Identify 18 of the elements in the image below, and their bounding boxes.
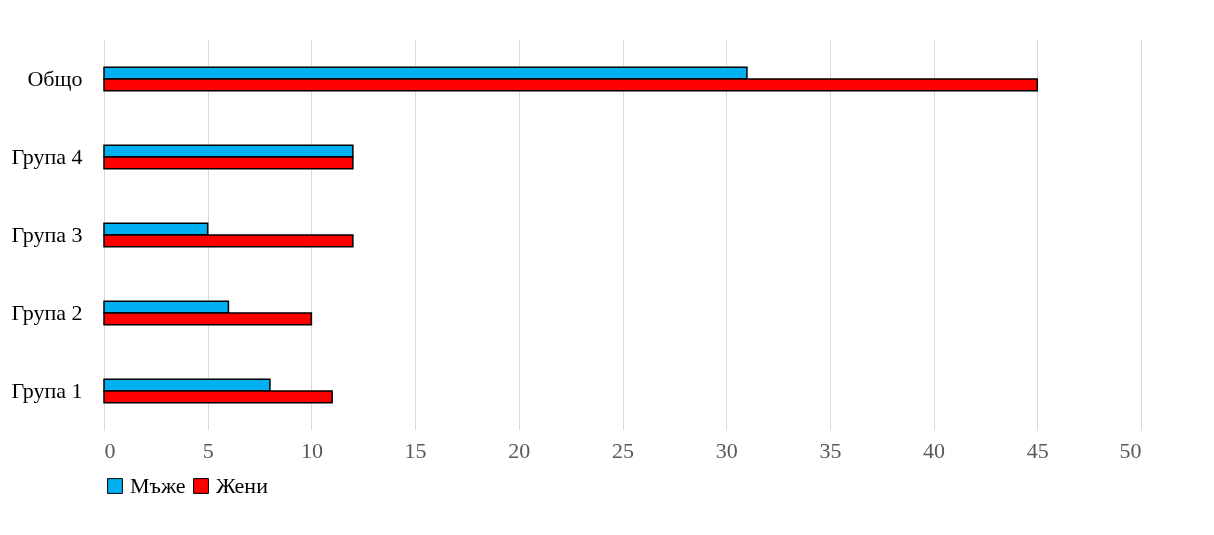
x-tick-label: 0 [104, 437, 116, 463]
x-tick-label: 40 [923, 437, 946, 463]
legend-label: Мъже [130, 473, 186, 498]
x-tick-label: 45 [1026, 437, 1049, 463]
x-tick-label: 10 [300, 437, 323, 463]
x-tick-label: 30 [715, 437, 738, 463]
legend-label: Жени [216, 473, 269, 498]
y-tick-label: Общо [27, 66, 83, 91]
x-tick-label: 5 [202, 437, 214, 463]
x-tick-label: 50 [1119, 437, 1142, 463]
y-tick-label: Група 3 [11, 222, 83, 247]
x-tick-label: 35 [819, 437, 842, 463]
y-tick-label: Група 2 [11, 300, 83, 325]
x-tick-label: 25 [612, 437, 634, 463]
y-tick-label: Група 4 [11, 144, 83, 169]
x-tick-label: 15 [404, 437, 427, 463]
x-tick-label: 20 [508, 437, 531, 463]
y-tick-label: Група 1 [11, 378, 83, 403]
